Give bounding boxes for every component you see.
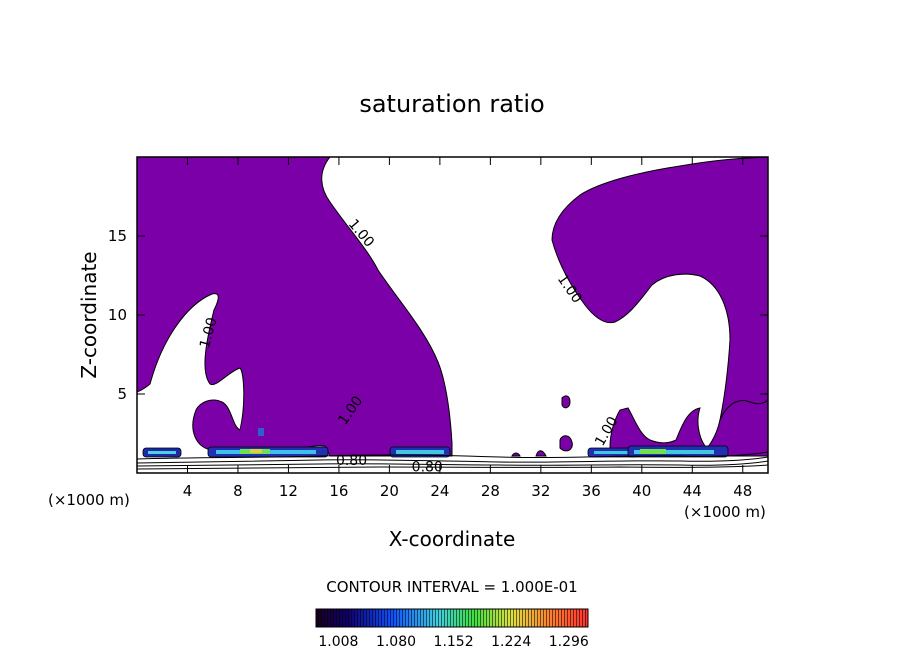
x-tick-label: 24 — [430, 482, 449, 500]
x-tick-label: 8 — [233, 482, 243, 500]
saturated-patch-1 — [561, 395, 571, 409]
colorbar-tick-label: 1.296 — [549, 634, 589, 650]
x-tick-label: 36 — [582, 482, 601, 500]
low-level-contours — [137, 451, 768, 470]
contour-label: 0.80 — [412, 459, 443, 475]
saturated-region-left — [137, 157, 453, 457]
y-tick-label: 10 — [108, 306, 127, 324]
colorbar-tick-label: 1.224 — [491, 634, 531, 650]
x-tick-label: 32 — [531, 482, 550, 500]
contour-label: 1.00 — [197, 316, 221, 350]
colorbar-tick-label: 1.152 — [434, 634, 474, 650]
saturated-region-right-low — [698, 397, 768, 457]
x-unit-note-left: (×1000 m) — [48, 491, 130, 509]
x-tick-label: 28 — [481, 482, 500, 500]
plot-area — [137, 157, 768, 470]
x-unit-note-right: (×1000 m) — [684, 503, 766, 521]
x-tick-label: 40 — [632, 482, 651, 500]
x-axis-label: X-coordinate — [389, 527, 516, 551]
chart-title: saturation ratio — [359, 90, 544, 118]
y-axis-label: Z-coordinate — [77, 251, 101, 378]
contour-label: 0.80 — [336, 453, 367, 469]
colorbar-tick-label: 1.080 — [376, 634, 416, 650]
x-axis: 4 8 12 16 20 24 28 32 36 40 44 48 — [183, 157, 752, 500]
x-tick-label: 12 — [279, 482, 298, 500]
x-tick-label: 48 — [733, 482, 752, 500]
saturated-patch-2 — [559, 435, 573, 452]
colorbar — [315, 608, 589, 628]
colorbar-tick-labels: 1.008 1.080 1.152 1.224 1.296 — [318, 634, 589, 650]
colorbar-tick-label: 1.008 — [318, 634, 358, 650]
saturated-region-left-lobe — [240, 372, 450, 450]
saturated-patch-3 — [535, 450, 547, 457]
x-tick-label: 4 — [183, 482, 193, 500]
saturated-patch-4 — [511, 452, 521, 457]
colorbar-stripes — [316, 609, 588, 627]
y-tick-label: 5 — [117, 385, 127, 403]
x-tick-label: 16 — [329, 482, 348, 500]
y-tick-label: 15 — [108, 227, 127, 245]
contour-interval-label: CONTOUR INTERVAL = 1.000E-01 — [326, 578, 577, 596]
x-tick-label: 20 — [380, 482, 399, 500]
x-tick-label: 44 — [683, 482, 702, 500]
y-axis: 5 10 15 — [108, 227, 768, 403]
saturated-region-right — [551, 157, 768, 457]
near-surface-bands — [142, 428, 729, 458]
